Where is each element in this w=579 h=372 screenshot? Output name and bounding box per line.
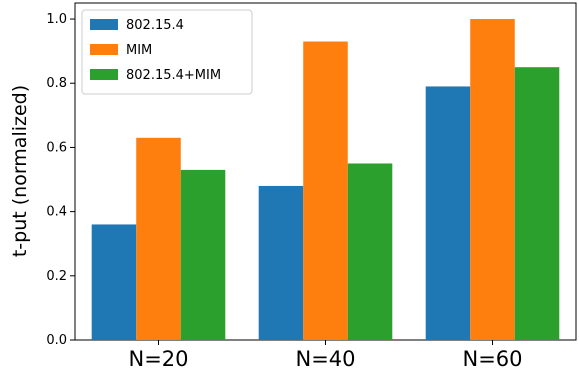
legend-label: 802.15.4 (126, 18, 184, 33)
y-tick-label: 1.0 (46, 12, 67, 27)
legend-swatch (90, 19, 118, 30)
legend-swatch (90, 69, 118, 80)
x-tick-label: N=40 (295, 347, 355, 371)
bar-802-15-4-mim-n40 (347, 163, 393, 340)
legend-label: MIM (126, 43, 152, 58)
y-tick-label: 0.2 (46, 269, 67, 284)
legend-label: 802.15.4+MIM (126, 68, 221, 83)
y-tick-label: 0.4 (46, 205, 67, 220)
bar-802-15-4-n60 (425, 86, 471, 340)
bar-802-15-4-n40 (258, 185, 304, 340)
y-tick-label: 0.0 (46, 333, 67, 348)
bar-802-15-4-n20 (91, 224, 137, 340)
y-axis-title: t-put (normalized) (9, 85, 31, 257)
y-axis: 0.0 0.2 0.4 0.6 0.8 1.0 (46, 12, 75, 348)
bar-mim-n40 (303, 41, 348, 341)
x-axis: N=20 N=40 N=60 (128, 340, 523, 371)
x-tick-label: N=60 (462, 347, 522, 371)
bar-mim-n60 (470, 19, 515, 341)
bar-mim-n20 (136, 137, 181, 340)
x-tick-label: N=20 (128, 347, 188, 371)
bar-802-15-4-mim-n60 (514, 67, 560, 340)
bar-802-15-4-mim-n20 (180, 169, 226, 340)
y-tick-label: 0.8 (46, 76, 67, 91)
legend-box (81, 9, 253, 95)
y-tick-label: 0.6 (46, 140, 67, 155)
legend: 802.15.4 MIM 802.15.4+MIM (81, 9, 253, 95)
legend-swatch (90, 44, 118, 55)
bars-group (91, 19, 560, 341)
